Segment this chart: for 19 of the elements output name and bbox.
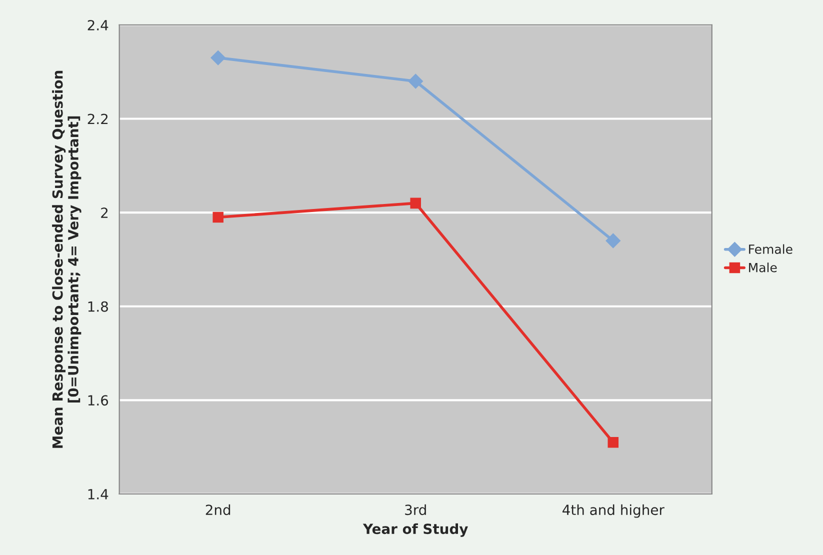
point [608,436,619,448]
point [606,233,621,248]
y-tick-label: 1.4 [88,489,108,500]
y-axis-title: Mean Response to Close-ended Survey Question [0=Unimportant; 4= Very Important] [52,70,82,448]
x-axis-title: Year of Study [362,523,468,537]
x-tick-label: 2nd [206,504,230,516]
x-tick-label: 3rd [405,504,426,516]
legend-label: Female [749,244,792,254]
y-tick-label: 1.6 [88,395,108,406]
y-tick-label: 2 [101,208,108,218]
x-tick-label: 4th and higher [562,504,664,518]
point [212,212,224,223]
point [210,50,226,66]
point [410,198,421,209]
point [408,74,424,89]
legend-label: Male [749,262,777,272]
y-tick-label: 2.4 [88,20,108,30]
y-tick-label: 1.8 [88,301,108,312]
y-tick-label: 2.2 [88,114,108,124]
